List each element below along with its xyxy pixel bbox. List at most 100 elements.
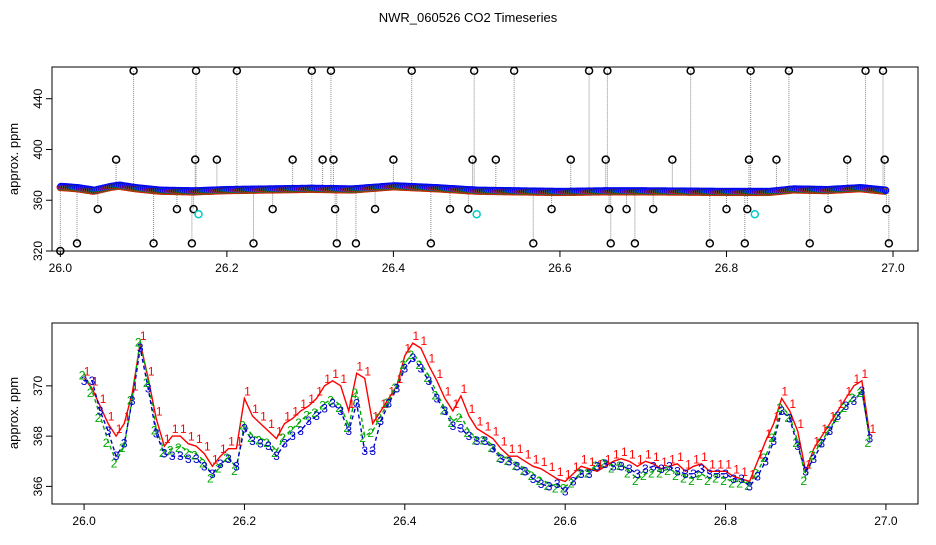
top-flagged-point xyxy=(784,66,794,76)
bottom-series-3-point: 3 xyxy=(618,459,625,473)
top-flagged-point xyxy=(668,155,677,164)
chart-title: NWR_060526 CO2 Timeseries xyxy=(379,10,558,25)
top-flagged-point xyxy=(326,66,336,76)
bottom-series-2-point: 2 xyxy=(857,386,864,400)
top-flagged-point xyxy=(187,239,197,248)
bottom-series-3-point: 3 xyxy=(434,391,441,405)
bottom-x-tick-label: 27.0 xyxy=(874,514,898,528)
bottom-series-3-point: 3 xyxy=(586,467,593,481)
top-flagged-point xyxy=(622,204,631,214)
top-flagged-point xyxy=(56,246,65,256)
bottom-series-1-point: 1 xyxy=(493,425,500,439)
bottom-series-2-point: 2 xyxy=(375,411,382,425)
top-y-tick-label: 440 xyxy=(31,88,45,108)
bottom-series-2-point: 2 xyxy=(143,376,150,390)
top-flagged-point xyxy=(882,204,891,214)
bottom-series-1-point: 1 xyxy=(324,372,331,386)
bottom-series-1-point: 1 xyxy=(92,374,99,388)
bottom-series-3-point: 3 xyxy=(145,381,152,395)
bottom-series-3-point: 3 xyxy=(818,437,825,451)
bottom-series-2-point: 2 xyxy=(832,411,839,425)
top-flagged-point xyxy=(744,155,754,164)
top-flagged-point xyxy=(72,239,82,248)
bottom-series-1-point: 1 xyxy=(172,422,179,436)
bottom-series-3-point: 3 xyxy=(209,467,216,481)
bottom-x-tick-label: 26.4 xyxy=(393,514,417,528)
top-flagged-point xyxy=(722,204,731,214)
bottom-series-3-point: 3 xyxy=(506,454,513,468)
bottom-y-tick-label: 370 xyxy=(31,376,45,396)
bottom-series-2-point: 2 xyxy=(744,479,751,493)
bottom-series-1-point: 1 xyxy=(469,402,476,416)
bottom-series-3-point: 3 xyxy=(113,449,120,463)
bottom-series-1-point: 1 xyxy=(252,402,259,416)
bottom-series-1-point: 1 xyxy=(509,442,516,456)
bottom-series-1-point: 1 xyxy=(837,397,844,411)
bottom-series-1-point: 1 xyxy=(581,452,588,466)
bottom-series-1-point: 1 xyxy=(180,422,187,436)
bottom-series-1-point: 1 xyxy=(268,417,275,431)
bottom-series-2-point: 2 xyxy=(672,469,679,483)
bottom-series-2-point: 2 xyxy=(287,424,294,438)
top-x-tick-label: 26.8 xyxy=(715,261,739,275)
bottom-series-2-point: 2 xyxy=(191,449,198,463)
bottom-series-2-point: 2 xyxy=(119,441,126,455)
bottom-series-3-point: 3 xyxy=(698,462,705,476)
bottom-series-2-point: 2 xyxy=(736,476,743,490)
top-flagged-point xyxy=(288,155,297,164)
bottom-series-3-point: 3 xyxy=(826,424,833,438)
bottom-series-2-point: 2 xyxy=(279,431,286,445)
bottom-series-3-point: 3 xyxy=(345,424,352,438)
top-flagged-point xyxy=(746,66,755,76)
bottom-series-2-point: 2 xyxy=(239,419,246,433)
bottom-series-2-point: 2 xyxy=(608,461,615,475)
bottom-series-1-point: 1 xyxy=(605,452,612,466)
bottom-series-2-point: 2 xyxy=(592,459,599,473)
bottom-series-3-point: 3 xyxy=(666,459,673,473)
top-flagged-point xyxy=(740,239,750,248)
bottom-series-3-point: 3 xyxy=(634,467,641,481)
bottom-series-3-point: 3 xyxy=(690,467,697,481)
bottom-series-2-point: 2 xyxy=(648,466,655,480)
bottom-series-1-point: 1 xyxy=(669,452,676,466)
bottom-series-3-point: 3 xyxy=(730,472,737,486)
bottom-series-3-point: 3 xyxy=(193,452,200,466)
top-flagged-point xyxy=(603,66,612,76)
top-flagged-point xyxy=(307,66,317,76)
bottom-series-3-point: 3 xyxy=(361,444,368,458)
bottom-series-1-point: 1 xyxy=(589,455,596,469)
bottom-series-1-point: 1 xyxy=(116,422,123,436)
bottom-series-3-point: 3 xyxy=(474,434,481,448)
bottom-series-3-point: 3 xyxy=(722,467,729,481)
bottom-x-tick-label: 26.8 xyxy=(714,514,738,528)
bottom-series-3-point: 3 xyxy=(466,429,473,443)
bottom-series-3-point: 3 xyxy=(409,351,416,365)
bottom-series-3-point: 3 xyxy=(859,384,866,398)
bottom-series-3-point: 3 xyxy=(714,467,721,481)
bottom-series-2-point: 2 xyxy=(800,474,807,488)
bottom-series-1-point: 1 xyxy=(765,427,772,441)
bottom-series-2-point: 2 xyxy=(207,471,214,485)
bottom-series-1-point: 1 xyxy=(429,352,436,366)
bottom-series-1-point: 1 xyxy=(445,384,452,398)
bottom-series-1-point: 1 xyxy=(132,379,139,393)
bottom-series-3-point: 3 xyxy=(105,424,112,438)
bottom-series-3-point: 3 xyxy=(289,429,296,443)
bottom-series-1-point: 1 xyxy=(84,364,91,378)
bottom-series-3-point: 3 xyxy=(89,374,96,388)
bottom-series-3-point: 3 xyxy=(393,381,400,395)
bottom-series-3-point: 3 xyxy=(794,439,801,453)
top-flagged-point xyxy=(606,239,615,248)
bottom-series-3-point: 3 xyxy=(305,414,312,428)
bottom-series-3-point: 3 xyxy=(810,452,817,466)
bottom-series-2-point: 2 xyxy=(600,456,607,470)
bottom-series-2-point: 2 xyxy=(464,426,471,440)
bottom-series-3-point: 3 xyxy=(217,457,224,471)
bottom-series-2-point: 2 xyxy=(712,471,719,485)
bottom-series-2-point: 2 xyxy=(183,446,190,460)
bottom-series-2-point: 2 xyxy=(728,476,735,490)
bottom-series-line xyxy=(83,340,871,488)
bottom-series-1-point: 1 xyxy=(421,334,428,348)
top-flagged-point xyxy=(93,204,103,214)
